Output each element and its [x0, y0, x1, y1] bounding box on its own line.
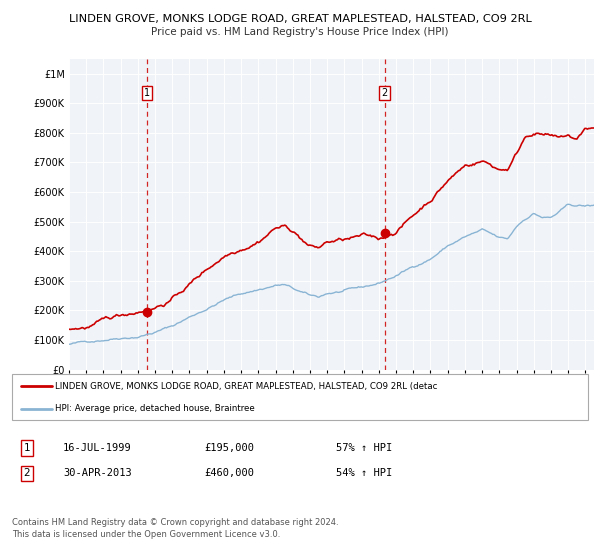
Text: 1: 1 [23, 443, 31, 453]
Text: 2: 2 [382, 88, 388, 98]
Text: £195,000: £195,000 [204, 443, 254, 453]
Text: Contains HM Land Registry data © Crown copyright and database right 2024.
This d: Contains HM Land Registry data © Crown c… [12, 518, 338, 539]
Text: LINDEN GROVE, MONKS LODGE ROAD, GREAT MAPLESTEAD, HALSTEAD, CO9 2RL (detac: LINDEN GROVE, MONKS LODGE ROAD, GREAT MA… [55, 382, 437, 391]
Text: 1: 1 [144, 88, 150, 98]
Text: Price paid vs. HM Land Registry's House Price Index (HPI): Price paid vs. HM Land Registry's House … [151, 27, 449, 37]
Text: 16-JUL-1999: 16-JUL-1999 [63, 443, 132, 453]
Text: 57% ↑ HPI: 57% ↑ HPI [336, 443, 392, 453]
Text: 54% ↑ HPI: 54% ↑ HPI [336, 468, 392, 478]
Text: HPI: Average price, detached house, Braintree: HPI: Average price, detached house, Brai… [55, 404, 255, 413]
FancyBboxPatch shape [12, 374, 588, 420]
Text: £460,000: £460,000 [204, 468, 254, 478]
Text: LINDEN GROVE, MONKS LODGE ROAD, GREAT MAPLESTEAD, HALSTEAD, CO9 2RL: LINDEN GROVE, MONKS LODGE ROAD, GREAT MA… [68, 14, 532, 24]
Text: 2: 2 [23, 468, 31, 478]
Text: 30-APR-2013: 30-APR-2013 [63, 468, 132, 478]
